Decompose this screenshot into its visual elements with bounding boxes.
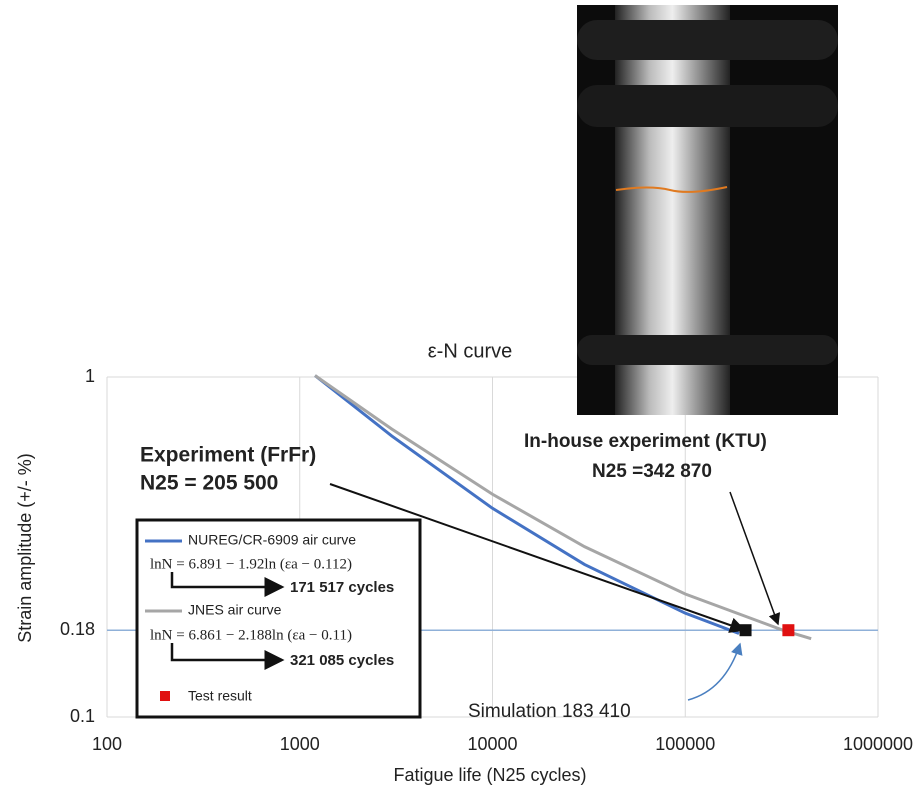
arrow xyxy=(170,572,285,597)
y-axis-label: Strain amplitude (+/- %) xyxy=(15,453,35,643)
legend: NUREG/CR-6909 air curve lnN = 6.891 − 1.… xyxy=(135,518,422,719)
point xyxy=(782,624,795,637)
legend-swatch xyxy=(160,691,170,701)
x-tick-label: 1000000 xyxy=(843,734,913,754)
legend-label: JNES air curve xyxy=(188,602,282,618)
result: 171 517 cycles xyxy=(290,579,394,596)
arrow xyxy=(170,643,285,670)
x-tick-label: 10000 xyxy=(467,734,517,754)
x-tick-label: 1000 xyxy=(280,734,320,754)
x-tick-label: 100000 xyxy=(655,734,715,754)
legend-label: NUREG/CR-6909 air curve xyxy=(188,532,356,548)
arrow xyxy=(329,483,746,633)
y-tick-label: 0.1 xyxy=(70,706,95,726)
result: 321 085 cycles xyxy=(290,652,394,669)
arrow xyxy=(687,642,743,701)
x-axis-label: Fatigue life (N25 cycles) xyxy=(393,765,586,785)
formula: lnN = 6.861 − 2.188ln (εa − 0.11) xyxy=(150,627,352,643)
curve xyxy=(314,374,740,635)
annotation: Experiment (FrFr) xyxy=(140,444,316,467)
specimen-photo xyxy=(577,5,838,415)
y-tick-label: 1 xyxy=(85,366,95,386)
point xyxy=(739,624,752,637)
formula: lnN = 6.891 − 1.92ln (εa − 0.112) xyxy=(150,556,352,572)
chart-title: ε-N curve xyxy=(428,340,512,362)
y-tick-label: 0.18 xyxy=(60,619,95,639)
annotation: N25 = 205 500 xyxy=(140,472,278,495)
annotation: N25 =342 870 xyxy=(592,461,712,482)
annotation: Simulation 183 410 xyxy=(468,701,631,722)
arrow xyxy=(729,491,781,626)
x-tick-label: 100 xyxy=(92,734,122,754)
legend-label: Test result xyxy=(188,688,252,704)
annotation: In-house experiment (KTU) xyxy=(524,431,767,452)
